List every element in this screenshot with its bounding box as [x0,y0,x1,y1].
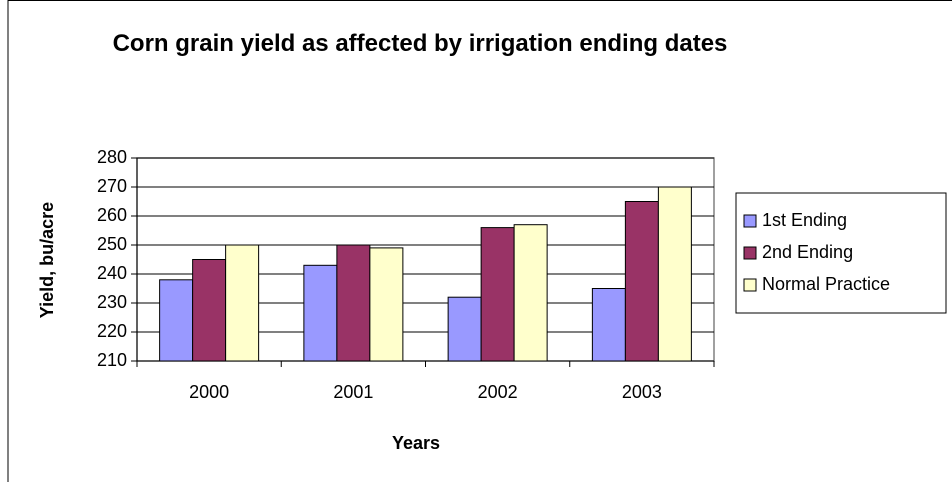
bar [624,201,659,362]
x-tick-label: 2003 [622,382,662,402]
y-tick-label: 220 [97,321,127,341]
chart-border [7,0,952,482]
bar [591,288,626,362]
y-tick-label: 240 [97,263,127,283]
legend-swatch [743,246,757,260]
bar [336,244,371,362]
legend-swatch [743,214,757,228]
chart-title: Corn grain yield as affected by irrigati… [112,30,728,57]
bar [159,279,194,362]
x-axis-label: Years [392,433,440,453]
bar [192,259,227,362]
y-tick-label: 250 [97,234,127,254]
bar [657,186,692,362]
bar [369,247,404,362]
bar [303,264,338,362]
legend-swatch [743,278,757,292]
y-tick-label: 280 [97,147,127,167]
y-tick-label: 270 [97,176,127,196]
x-tick-label: 2001 [333,382,373,402]
bar [225,244,260,362]
y-axis-label: Yield, bu/acre [37,202,57,318]
bar [513,224,548,362]
y-tick-label: 260 [97,205,127,225]
x-tick-label: 2002 [478,382,518,402]
legend-label: 1st Ending [762,210,847,230]
bar [447,296,482,362]
y-tick-label: 210 [97,350,127,370]
bar [480,227,515,362]
legend-box [735,192,947,314]
x-tick-label: 2000 [189,382,229,402]
y-tick-label: 230 [97,292,127,312]
legend-label: Normal Practice [762,274,890,294]
legend-label: 2nd Ending [762,242,853,262]
